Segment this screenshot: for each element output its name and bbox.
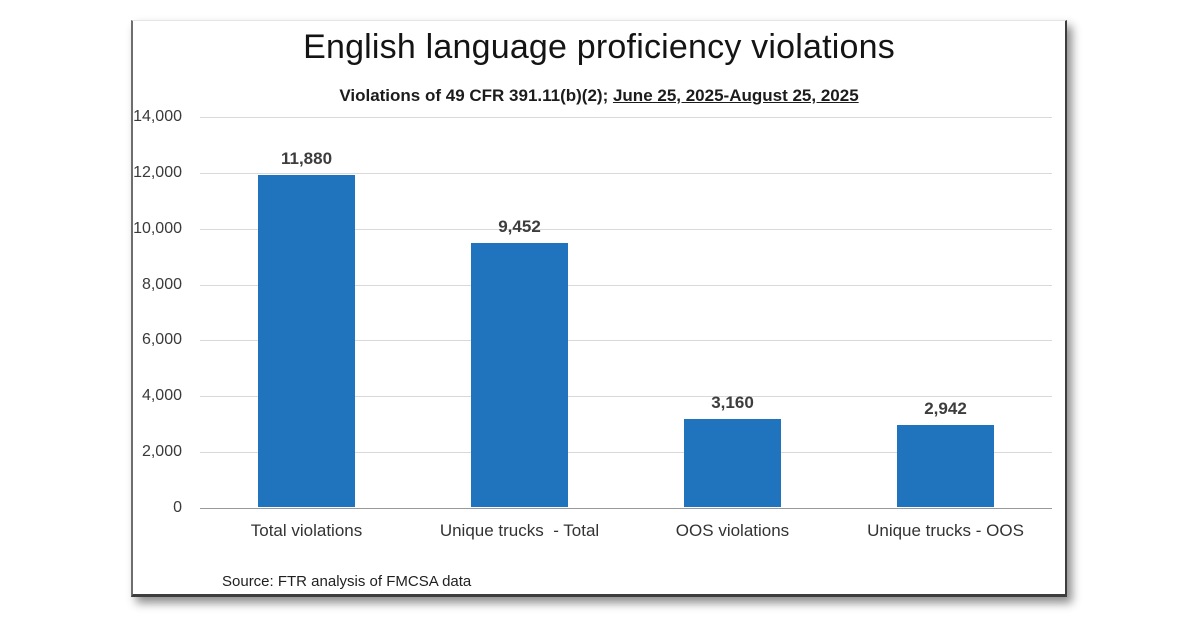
y-tick-label: 0 (173, 499, 182, 516)
gridline (200, 340, 1052, 342)
x-category-label: Total violations (250, 521, 363, 540)
bar-value-label: 11,880 (280, 149, 333, 169)
x-axis-labels: Total violations Unique trucks - Total OOS… (200, 521, 1052, 547)
source-note: Source: FTR analysis of FMCSA data (222, 573, 472, 590)
x-axis-line (200, 508, 1052, 509)
gridline (200, 284, 1052, 286)
chart-card: English language proficiency violations … (131, 20, 1067, 597)
y-axis: 14,000 12,000 10,000 8,000 6,000 4,000 2,000 0 (133, 108, 190, 516)
y-tick-label: 6,000 (141, 331, 182, 349)
y-tick-label: 8,000 (141, 275, 182, 293)
bar (471, 243, 568, 507)
x-category-label: Unique trucks - OOS (867, 521, 1024, 540)
bar (258, 175, 355, 507)
chart-subtitle: Violations of 49 CFR 391.11(b)(2); June … (133, 86, 1065, 106)
gridline (200, 396, 1052, 398)
y-tick-label: 12,000 (133, 163, 182, 181)
gridline (200, 117, 1052, 118)
chart-title: English language proficiency violations (303, 28, 895, 66)
chart-subtitle-regulation: Violations of 49 CFR 391.11(b)(2); (339, 86, 613, 105)
y-tick-label: 14,000 (133, 108, 182, 125)
gridline (200, 172, 1052, 174)
bar (897, 424, 994, 507)
bar-value-label: 2,942 (924, 398, 967, 418)
x-category-label: OOS violations (675, 521, 790, 540)
y-tick-label: 2,000 (141, 443, 182, 461)
bar-value-label: 3,160 (711, 392, 754, 412)
bar-value-label: 9,452 (498, 217, 541, 237)
gridline (200, 452, 1052, 454)
x-category-label: Unique trucks - Total (439, 521, 600, 540)
y-tick-label: 10,000 (133, 219, 182, 237)
y-tick-label: 4,000 (141, 387, 182, 405)
plot-area: 11,880 9,452 3,160 2,942 (200, 117, 1052, 509)
chart-subtitle-date-range: June 25, 2025-August 25, 2025 (612, 86, 859, 105)
bar (684, 418, 781, 507)
gridline (200, 228, 1052, 230)
